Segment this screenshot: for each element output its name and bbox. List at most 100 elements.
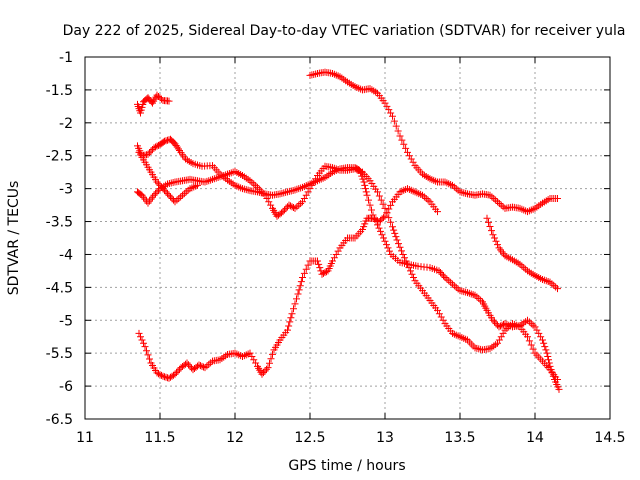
data-point [392, 122, 400, 130]
data-point [159, 185, 167, 193]
data-point [543, 349, 551, 357]
track-6 [306, 68, 561, 216]
data-point [449, 280, 456, 288]
data-point [489, 231, 497, 239]
data-point [441, 273, 449, 281]
data-point [537, 333, 545, 341]
data-point [391, 229, 399, 237]
data-point [369, 214, 377, 222]
data-point [195, 361, 203, 369]
data-point [304, 261, 312, 269]
data-point [288, 310, 296, 318]
data-point [286, 318, 294, 326]
data-point [392, 233, 400, 241]
data-point [497, 322, 504, 330]
data-point [381, 237, 389, 245]
x-tick-label: 13 [376, 430, 394, 446]
data-point [164, 190, 171, 198]
data-point [492, 196, 500, 204]
data-point [171, 370, 179, 378]
data-point [438, 270, 446, 278]
data-point [153, 369, 161, 377]
data-point [535, 329, 543, 337]
data-point [385, 106, 393, 114]
y-tick-label: -2.5 [46, 149, 73, 165]
data-point [318, 270, 326, 278]
data-point [405, 152, 413, 160]
data-point [267, 355, 275, 363]
data-point [555, 385, 563, 393]
data-point [384, 244, 392, 252]
data-point [499, 203, 507, 211]
data-point [200, 363, 207, 371]
data-point [363, 191, 371, 199]
data-point [294, 290, 302, 298]
data-point [520, 264, 528, 272]
data-point [168, 195, 176, 203]
data-point [554, 376, 561, 384]
data-point [389, 223, 396, 231]
data-point [377, 227, 384, 235]
data-point [408, 270, 416, 278]
data-point [299, 273, 306, 281]
data-point [302, 191, 310, 199]
data-point [400, 140, 408, 148]
data-point [394, 127, 402, 135]
data-point [544, 352, 552, 360]
y-tick-label: -3 [59, 182, 73, 198]
data-point [410, 273, 417, 281]
data-point [435, 310, 443, 318]
data-point [402, 257, 410, 265]
y-tick-label: -5.5 [46, 346, 73, 362]
data-point [267, 201, 275, 209]
data-point [321, 269, 329, 277]
y-tick-label: -1 [59, 50, 73, 66]
data-point [304, 188, 312, 196]
data-point [529, 345, 537, 353]
data-point [235, 351, 243, 359]
data-point [443, 275, 451, 283]
data-point [296, 282, 304, 290]
data-point [387, 218, 395, 226]
track-7 [483, 214, 561, 293]
data-point [183, 359, 191, 367]
data-point [152, 190, 159, 198]
y-tick-label: -6 [59, 379, 73, 395]
data-point [381, 212, 389, 220]
data-point [368, 206, 375, 214]
data-point [490, 195, 498, 203]
data-point [334, 247, 342, 255]
data-point [137, 333, 144, 341]
y-tick-label: -5 [59, 313, 73, 329]
data-point [545, 356, 552, 364]
data-point [290, 305, 297, 313]
grid-lines [85, 57, 610, 419]
data-point [146, 149, 153, 157]
data-point [409, 158, 417, 166]
data-point [300, 269, 308, 277]
x-tick-label: 14 [526, 430, 544, 446]
data-point [285, 322, 293, 330]
data-point [387, 201, 395, 209]
data-point [387, 109, 395, 117]
data-point [366, 201, 374, 209]
data-point [156, 371, 164, 379]
data-point [434, 208, 441, 216]
data-markers [134, 68, 563, 393]
data-point [293, 203, 301, 211]
x-tick-label: 12 [226, 430, 244, 446]
x-axis-title: GPS time / hours [288, 458, 405, 474]
data-point [174, 145, 182, 153]
data-point [437, 269, 444, 277]
data-point [279, 208, 287, 216]
data-point [152, 143, 159, 151]
data-point [494, 198, 501, 206]
track-5 [135, 148, 201, 206]
data-point [554, 285, 561, 293]
data-point [143, 347, 150, 355]
data-point [250, 356, 258, 364]
x-tick-label: 14.5 [594, 430, 625, 446]
data-point [144, 150, 152, 158]
data-point [377, 196, 385, 204]
data-point [365, 196, 372, 204]
